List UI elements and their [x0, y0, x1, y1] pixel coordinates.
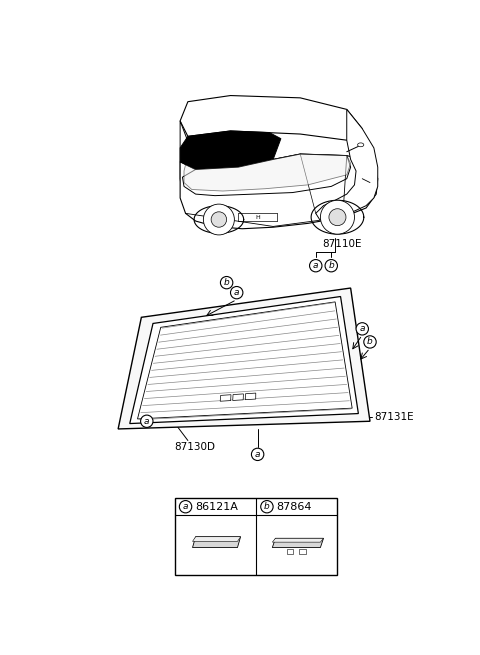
- Ellipse shape: [358, 143, 364, 147]
- Polygon shape: [220, 395, 231, 402]
- Polygon shape: [180, 131, 281, 170]
- Polygon shape: [184, 154, 350, 191]
- Circle shape: [329, 209, 346, 226]
- Polygon shape: [182, 154, 350, 196]
- Circle shape: [252, 448, 264, 460]
- Circle shape: [310, 259, 322, 272]
- Text: a: a: [234, 288, 240, 297]
- Polygon shape: [316, 109, 378, 219]
- Text: a: a: [144, 417, 150, 426]
- Circle shape: [220, 276, 233, 289]
- Bar: [175, 498, 337, 575]
- Polygon shape: [180, 96, 362, 140]
- Bar: [300, 549, 306, 555]
- Circle shape: [211, 212, 227, 227]
- Polygon shape: [180, 121, 215, 220]
- Text: a: a: [255, 450, 260, 459]
- Text: a: a: [360, 324, 365, 333]
- Circle shape: [321, 200, 355, 234]
- Polygon shape: [245, 393, 256, 400]
- Polygon shape: [130, 297, 359, 424]
- Text: b: b: [264, 502, 270, 511]
- Polygon shape: [272, 538, 324, 548]
- Polygon shape: [192, 536, 240, 548]
- Circle shape: [356, 323, 369, 335]
- Circle shape: [141, 415, 153, 428]
- Circle shape: [230, 286, 243, 299]
- Text: H: H: [255, 215, 260, 221]
- Circle shape: [204, 204, 234, 235]
- Bar: [287, 549, 293, 555]
- Text: 87110E: 87110E: [322, 239, 361, 249]
- Circle shape: [180, 500, 192, 513]
- Text: 87864: 87864: [276, 502, 312, 512]
- Text: b: b: [328, 261, 334, 271]
- Polygon shape: [118, 288, 370, 429]
- Circle shape: [325, 259, 337, 272]
- Text: b: b: [367, 337, 373, 346]
- Circle shape: [364, 336, 376, 348]
- Text: 86121A: 86121A: [195, 502, 238, 512]
- Polygon shape: [192, 536, 240, 542]
- Polygon shape: [272, 538, 324, 542]
- Text: 87130D: 87130D: [175, 442, 216, 452]
- Text: 87131E: 87131E: [374, 413, 413, 422]
- Circle shape: [261, 500, 273, 513]
- Text: a: a: [183, 502, 188, 511]
- Polygon shape: [233, 394, 243, 400]
- Text: b: b: [224, 278, 229, 287]
- Polygon shape: [180, 154, 378, 229]
- Polygon shape: [137, 302, 352, 419]
- Text: a: a: [313, 261, 319, 271]
